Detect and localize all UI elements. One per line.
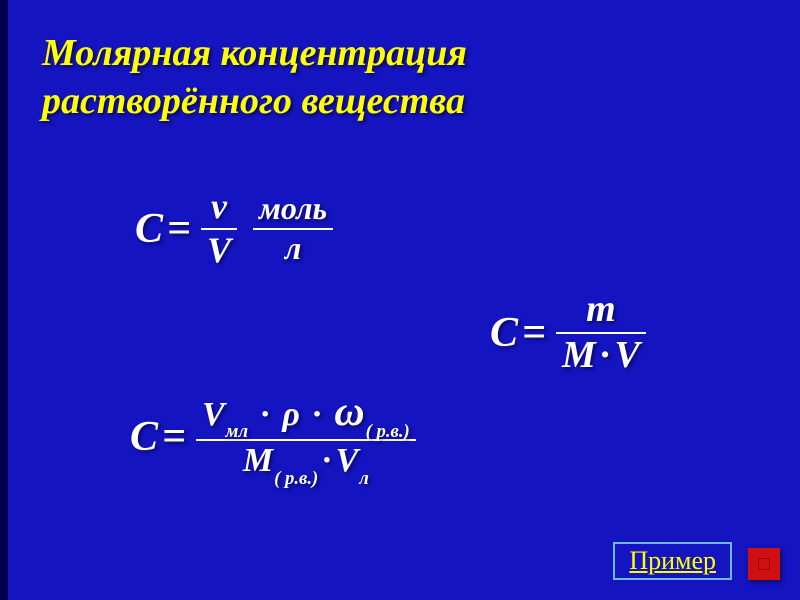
nav-next-button[interactable]: □ (748, 548, 780, 580)
f3-den: M( р.в.)·Vл (237, 443, 375, 483)
example-link[interactable]: Пример (613, 542, 732, 580)
f2-lhs: C (490, 309, 518, 357)
f1-fraction: ν V (201, 188, 237, 270)
equals-sign: = (522, 309, 546, 357)
f3-fraction: Vмл · ρ · ω( р.в.) M( р.в.)·Vл (196, 390, 416, 484)
page-title: Молярная концентрация растворённого веще… (42, 30, 467, 125)
formula-2: C = m M·V (490, 290, 650, 376)
f2-num: m (580, 290, 622, 330)
f1-unit-num: моль (253, 192, 333, 226)
equals-sign: = (162, 413, 186, 461)
formula-3: C = Vмл · ρ · ω( р.в.) M( р.в.)·Vл (130, 390, 420, 484)
f1-unit-den: л (279, 232, 307, 266)
nav-icon: □ (758, 553, 770, 576)
f1-units: моль л (253, 192, 333, 265)
title-line-1: Молярная концентрация (42, 30, 467, 78)
f3-num: Vмл · ρ · ω( р.в.) (196, 390, 416, 437)
f1-num: ν (205, 188, 233, 226)
f2-fraction: m M·V (556, 290, 646, 376)
f1-den: V (201, 232, 237, 270)
f2-den: M·V (556, 336, 646, 376)
title-line-2: растворённого вещества (42, 78, 467, 126)
equals-sign: = (167, 205, 191, 253)
f3-lhs: C (130, 413, 158, 461)
left-border (0, 0, 8, 600)
f1-lhs: C (135, 205, 163, 253)
formula-1: C = ν V моль л (135, 188, 337, 270)
